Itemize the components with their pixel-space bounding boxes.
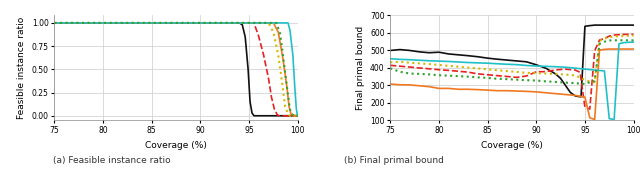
Y-axis label: Feasible instance ratio: Feasible instance ratio bbox=[17, 17, 26, 119]
X-axis label: Coverage (%): Coverage (%) bbox=[145, 141, 207, 149]
Text: (b) Final primal bound: (b) Final primal bound bbox=[344, 156, 444, 165]
Y-axis label: Final primal bound: Final primal bound bbox=[355, 26, 365, 110]
Text: (a) Feasible instance ratio: (a) Feasible instance ratio bbox=[53, 156, 171, 165]
X-axis label: Coverage (%): Coverage (%) bbox=[481, 141, 543, 149]
